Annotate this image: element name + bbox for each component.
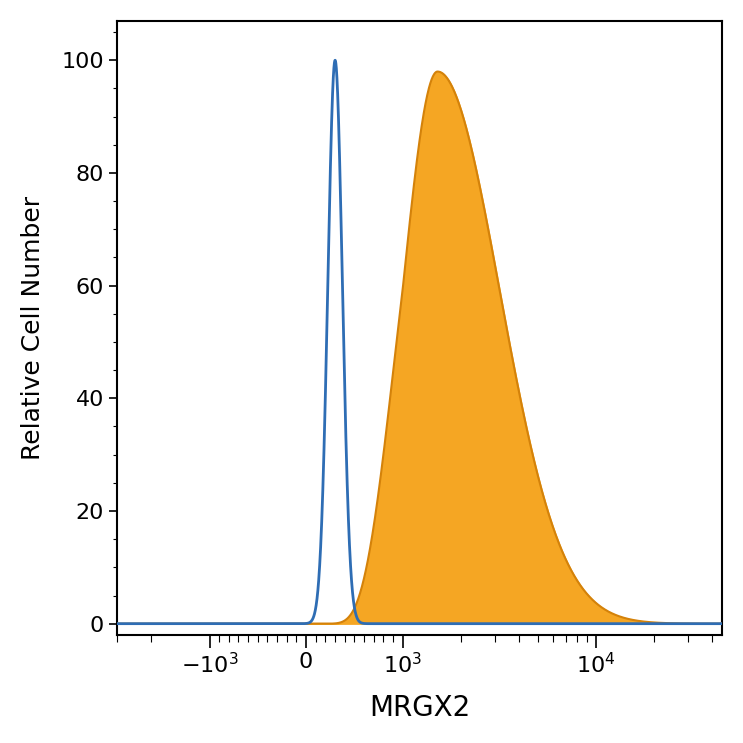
X-axis label: MRGX2: MRGX2: [369, 694, 470, 722]
Y-axis label: Relative Cell Number: Relative Cell Number: [21, 196, 45, 460]
